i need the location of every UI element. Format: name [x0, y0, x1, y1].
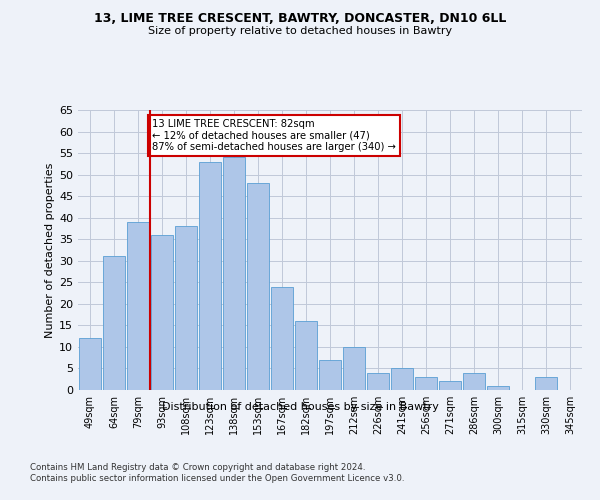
Text: Contains HM Land Registry data © Crown copyright and database right 2024.: Contains HM Land Registry data © Crown c… [30, 462, 365, 471]
Bar [439, 382, 461, 390]
Bar [199, 162, 221, 390]
Text: 13, LIME TREE CRESCENT, BAWTRY, DONCASTER, DN10 6LL: 13, LIME TREE CRESCENT, BAWTRY, DONCASTE… [94, 12, 506, 26]
Bar [319, 360, 341, 390]
Bar [271, 286, 293, 390]
Bar [535, 377, 557, 390]
Bar [223, 158, 245, 390]
Bar [127, 222, 149, 390]
Y-axis label: Number of detached properties: Number of detached properties [45, 162, 55, 338]
Bar [175, 226, 197, 390]
Bar [367, 373, 389, 390]
Bar [343, 347, 365, 390]
Bar [391, 368, 413, 390]
Text: 13 LIME TREE CRESCENT: 82sqm
← 12% of detached houses are smaller (47)
87% of se: 13 LIME TREE CRESCENT: 82sqm ← 12% of de… [152, 118, 396, 152]
Text: Distribution of detached houses by size in Bawtry: Distribution of detached houses by size … [161, 402, 439, 412]
Bar [415, 377, 437, 390]
Bar [295, 321, 317, 390]
Bar [103, 256, 125, 390]
Bar [79, 338, 101, 390]
Bar [247, 183, 269, 390]
Bar [463, 373, 485, 390]
Bar [487, 386, 509, 390]
Bar [151, 235, 173, 390]
Text: Contains public sector information licensed under the Open Government Licence v3: Contains public sector information licen… [30, 474, 404, 483]
Text: Size of property relative to detached houses in Bawtry: Size of property relative to detached ho… [148, 26, 452, 36]
